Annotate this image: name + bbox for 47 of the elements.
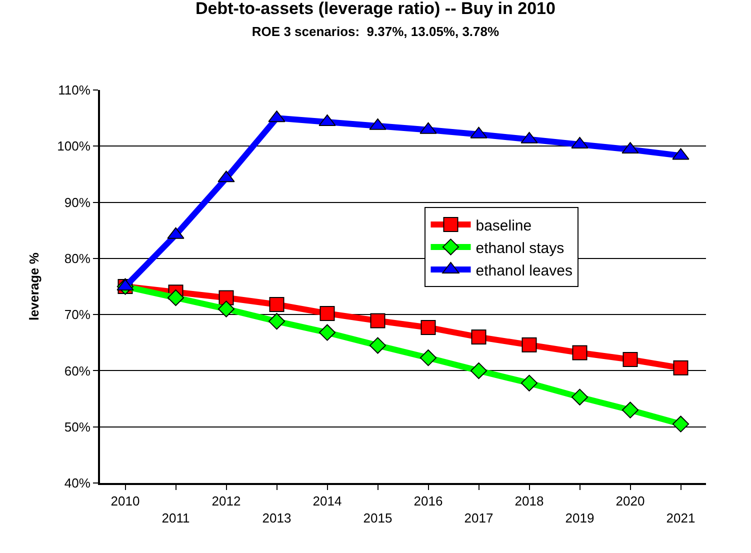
point (673, 360, 688, 376)
y-tick-label: 90% (64, 194, 91, 210)
point (268, 313, 286, 330)
point (571, 388, 588, 406)
point (369, 337, 386, 354)
y-tick-label: 80% (64, 250, 91, 266)
y-tick-label: 40% (64, 476, 91, 491)
x-tick-label: 2019 (565, 510, 594, 526)
point (522, 337, 537, 352)
point (471, 330, 486, 345)
chart-title: Debt-to-assets (leverage ratio) -- Buy in 2010 (196, 0, 556, 18)
y-tick-label: 100% (57, 138, 91, 154)
legend-label: baseline (476, 217, 532, 234)
y-axis-title: leverage % (26, 252, 42, 320)
y-tick-label: 110% (58, 82, 91, 98)
x-tick-label: 2016 (414, 494, 443, 509)
point (420, 350, 437, 366)
point (269, 296, 284, 312)
point (420, 320, 436, 335)
y-tick-label: 50% (64, 419, 91, 434)
point (572, 345, 588, 360)
point (622, 352, 638, 367)
point (672, 416, 690, 432)
x-tick-label: 2011 (162, 510, 190, 526)
y-tick-label: 60% (64, 363, 91, 378)
x-tick-label: 2018 (514, 494, 544, 509)
point (218, 290, 234, 306)
x-tick-label: 2020 (616, 494, 645, 509)
x-tick-label: 2010 (110, 494, 140, 509)
point (320, 306, 335, 321)
point (622, 402, 639, 418)
point (167, 289, 184, 306)
legend-label: ethanol stays (476, 240, 564, 257)
x-tick-label: 2015 (363, 510, 392, 526)
legend-label: ethanol leaves (476, 262, 572, 280)
point (470, 362, 488, 380)
x-tick-label: 2014 (312, 494, 342, 509)
chart-subtitle: ROE 3 scenarios: 9.37%, 13.05%, 3.78% (252, 24, 500, 39)
x-tick-label: 2012 (212, 494, 241, 509)
point (218, 300, 235, 318)
x-tick-label: 2021 (666, 510, 696, 526)
point (520, 374, 538, 392)
x-tick-label: 2013 (262, 510, 292, 526)
point (318, 324, 336, 341)
y-tick-label: 70% (64, 307, 91, 322)
point (370, 313, 386, 328)
x-tick-label: 2017 (464, 510, 494, 526)
